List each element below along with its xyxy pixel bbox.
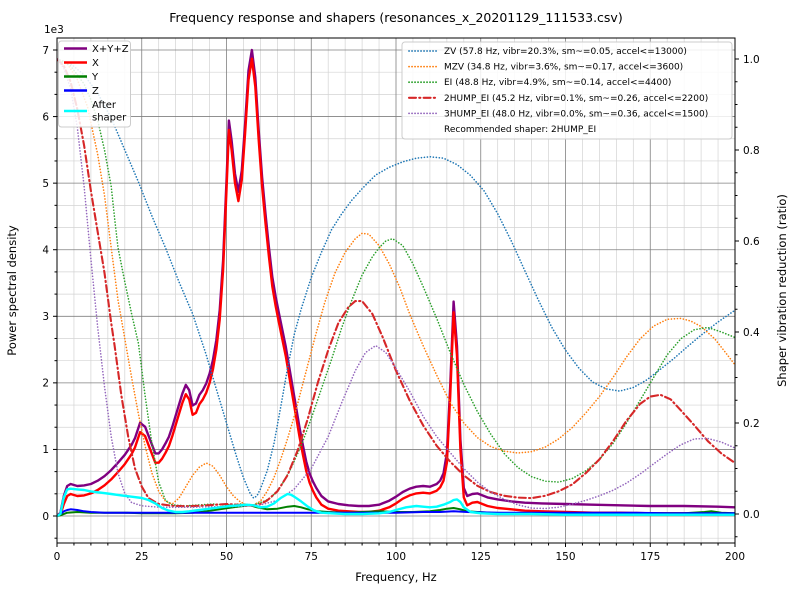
y-right-tick-label: 0.8 bbox=[743, 145, 760, 157]
x-tick-label: 75 bbox=[305, 551, 318, 563]
y-right-tick-label: 0.6 bbox=[743, 236, 760, 248]
legend-psd-label-after-shaper: After shaper bbox=[92, 100, 127, 124]
y-left-axis-label: Power spectral density bbox=[5, 225, 19, 356]
series-x bbox=[57, 57, 735, 518]
series-mzv bbox=[57, 58, 735, 506]
legend-shapers: ZV (57.8 Hz, vibr=20.3%, sm~=0.05, accel… bbox=[401, 41, 733, 140]
x-tick-label: 200 bbox=[725, 551, 745, 563]
series-hump3 bbox=[57, 58, 735, 510]
series-after_shaper bbox=[57, 487, 735, 518]
y-axis-offset-text: 1e3 bbox=[44, 24, 64, 36]
legend-shaper-label: EI (48.8 Hz, vibr=4.9%, sm~=0.14, accel<… bbox=[444, 78, 671, 88]
x-tick-label: 175 bbox=[640, 551, 660, 563]
x-tick-label: 0 bbox=[54, 551, 61, 563]
y-left-tick-label: 2 bbox=[42, 378, 49, 390]
chart-title: Frequency response and shapers (resonanc… bbox=[169, 10, 622, 25]
y-left-tick-label: 5 bbox=[42, 178, 49, 190]
y-right-axis-label: Shaper vibration reduction (ratio) bbox=[775, 194, 789, 387]
x-tick-label: 125 bbox=[471, 551, 491, 563]
legend-psd-label: X bbox=[92, 58, 99, 69]
y-right-tick-label: 0.0 bbox=[743, 509, 760, 521]
legend-psd-label: Z bbox=[92, 86, 99, 97]
legend-shaper-label: 2HUMP_EI (45.2 Hz, vibr=0.1%, sm~=0.26, … bbox=[444, 94, 708, 104]
x-tick-label: 150 bbox=[555, 551, 575, 563]
legend-shaper-label: ZV (57.8 Hz, vibr=20.3%, sm~=0.05, accel… bbox=[444, 47, 687, 57]
x-tick-label: 100 bbox=[386, 551, 406, 563]
y-left-tick-label: 3 bbox=[42, 311, 49, 323]
y-left-tick-label: 6 bbox=[42, 111, 49, 123]
x-tick-label: 25 bbox=[135, 551, 148, 563]
legend-psd-label: X+Y+Z bbox=[92, 44, 129, 55]
y-right-tick-label: 1.0 bbox=[743, 54, 760, 66]
y-left-tick-label: 1 bbox=[42, 444, 49, 456]
series-layer bbox=[57, 48, 735, 518]
legend-shaper-label: MZV (34.8 Hz, vibr=3.6%, sm~=0.17, accel… bbox=[444, 63, 683, 73]
x-tick-label: 50 bbox=[220, 551, 233, 563]
x-axis-label: Frequency, Hz bbox=[355, 570, 436, 584]
series-z bbox=[57, 508, 735, 517]
recommended-shaper-note: Recommended shaper: 2HUMP_EI bbox=[444, 125, 596, 135]
y-left-tick-label: 7 bbox=[42, 45, 49, 57]
y-right-tick-label: 0.2 bbox=[743, 418, 760, 430]
legend-psd-label: Y bbox=[91, 72, 99, 83]
y-left-tick-label: 4 bbox=[42, 245, 49, 257]
series-hump2 bbox=[57, 57, 735, 508]
y-right-tick-label: 0.4 bbox=[743, 327, 760, 339]
y-left-tick-label: 0 bbox=[42, 511, 49, 523]
legend-shapers-box bbox=[401, 41, 733, 140]
legend-shaper-label: 3HUMP_EI (48.0 Hz, vibr=0.0%, sm~=0.36, … bbox=[444, 109, 708, 119]
axis-ticks bbox=[53, 49, 739, 547]
legend-psd: X+Y+Z XYZ After shaper bbox=[58, 40, 131, 128]
